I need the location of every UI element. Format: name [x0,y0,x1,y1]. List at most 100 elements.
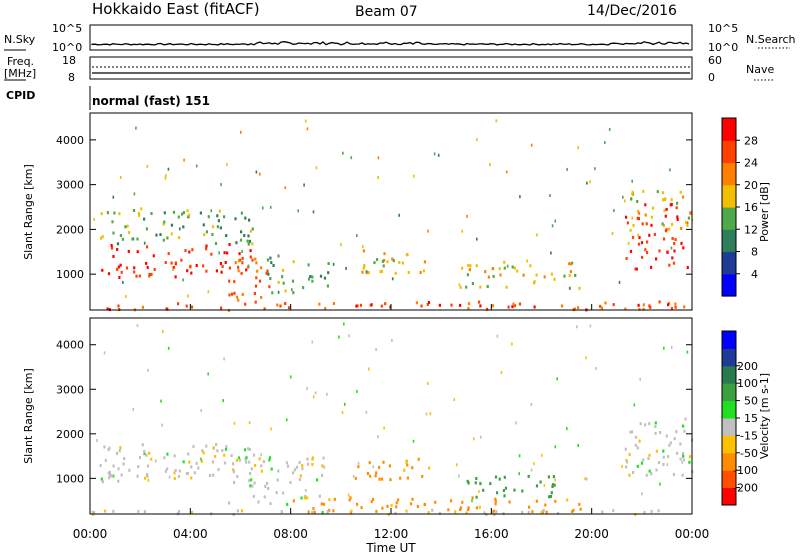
heatmap-cell [298,477,301,481]
heatmap-cell [223,357,225,361]
heatmap-cell [369,474,372,478]
heatmap-cell [489,163,491,166]
heatmap-cell [644,423,647,427]
heatmap-cell [533,462,535,466]
heatmap-cell [637,242,640,246]
heatmap-cell [311,510,314,514]
heatmap-cell [319,274,323,278]
heatmap-cell [642,458,645,462]
heatmap-cell [661,191,664,195]
heatmap-cell [667,303,670,307]
heatmap-cell [205,244,208,248]
heatmap-cell [504,486,508,490]
heatmap-cell [172,266,175,269]
heatmap-cell [305,489,307,492]
heatmap-cell [91,510,94,514]
heatmap-cell [550,251,552,255]
heatmap-cell [245,456,248,460]
heatmap-cell [650,265,653,269]
heatmap-cell [685,220,688,224]
heatmap-cell [136,250,139,254]
heatmap-cell [626,221,629,225]
heatmap-cell [378,465,381,469]
heatmap-cell [671,237,674,240]
heatmap-cell [576,325,578,329]
heatmap-cell [611,232,614,235]
heatmap-cell [333,497,336,501]
heatmap-cell [409,502,413,506]
heatmap-cell [431,508,434,512]
heatmap-cell [108,476,110,480]
heatmap-cell [260,469,263,473]
heatmap-cell [563,274,566,278]
velocity-ylabel: Slant Range [km] [22,368,35,464]
heatmap-cell [637,211,641,215]
heatmap-cell [307,462,310,466]
heatmap-cell [203,233,206,237]
heatmap-cell [475,495,478,499]
heatmap-cell [682,424,685,428]
heatmap-cell [306,457,309,461]
heatmap-cell [277,280,280,284]
heatmap-cell [299,474,302,478]
heatmap-cell [230,454,233,458]
heatmap-cell [172,267,174,271]
heatmap-cell [637,303,640,307]
heatmap-cell [688,460,691,464]
heatmap-cell [690,212,693,216]
heatmap-cell [663,346,665,350]
heatmap-cell [264,484,267,488]
heatmap-cell [108,446,111,450]
heatmap-cell [117,467,120,471]
heatmap-cell [178,236,181,240]
heatmap-cell [179,227,181,231]
colorbar-tick-label: 24 [744,157,758,170]
heatmap-cell [328,508,331,512]
heatmap-cell [518,472,520,476]
heatmap-cell [631,190,634,194]
heatmap-cell [516,269,519,273]
heatmap-cell [164,176,167,180]
heatmap-cell [219,226,222,230]
heatmap-cell [680,241,683,245]
heatmap-cell [251,484,254,488]
heatmap-cell [550,491,553,495]
heatmap-cell [177,474,180,478]
heatmap-cell [670,246,673,250]
heatmap-cell [188,250,191,254]
heatmap-cell [119,263,122,267]
heatmap-cell [186,209,189,213]
heatmap-cell [127,249,130,253]
heatmap-cell [103,509,107,513]
heatmap-cell [618,280,621,284]
heatmap-cell [126,224,129,228]
heatmap-cell [271,291,274,295]
heatmap-cell [682,458,685,462]
heatmap-cell [321,474,324,477]
heatmap-cell [107,448,110,452]
heatmap-cell [357,461,360,465]
heatmap-cell [150,212,153,215]
heatmap-cell [612,509,615,513]
heatmap-cell [480,435,482,439]
heatmap-cell [466,273,469,277]
heatmap-cell [486,307,489,311]
heatmap-cell [368,367,370,371]
heatmap-cell [370,500,373,504]
heatmap-cell [135,274,138,278]
heatmap-cell [447,508,450,512]
heatmap-cell [107,272,111,276]
heatmap-cell [491,304,494,308]
colorbar-swatch [722,452,736,471]
heatmap-cell [365,270,368,274]
nsky-panel [89,24,693,51]
heatmap-cell [354,476,357,480]
heatmap-cell [247,242,250,246]
heatmap-cell [483,511,486,515]
heatmap-cell [372,465,375,469]
heatmap-cell [674,238,677,241]
heatmap-cell [569,262,572,266]
heatmap-cell [322,465,326,469]
power-frame [89,112,693,311]
heatmap-cell [381,259,384,263]
